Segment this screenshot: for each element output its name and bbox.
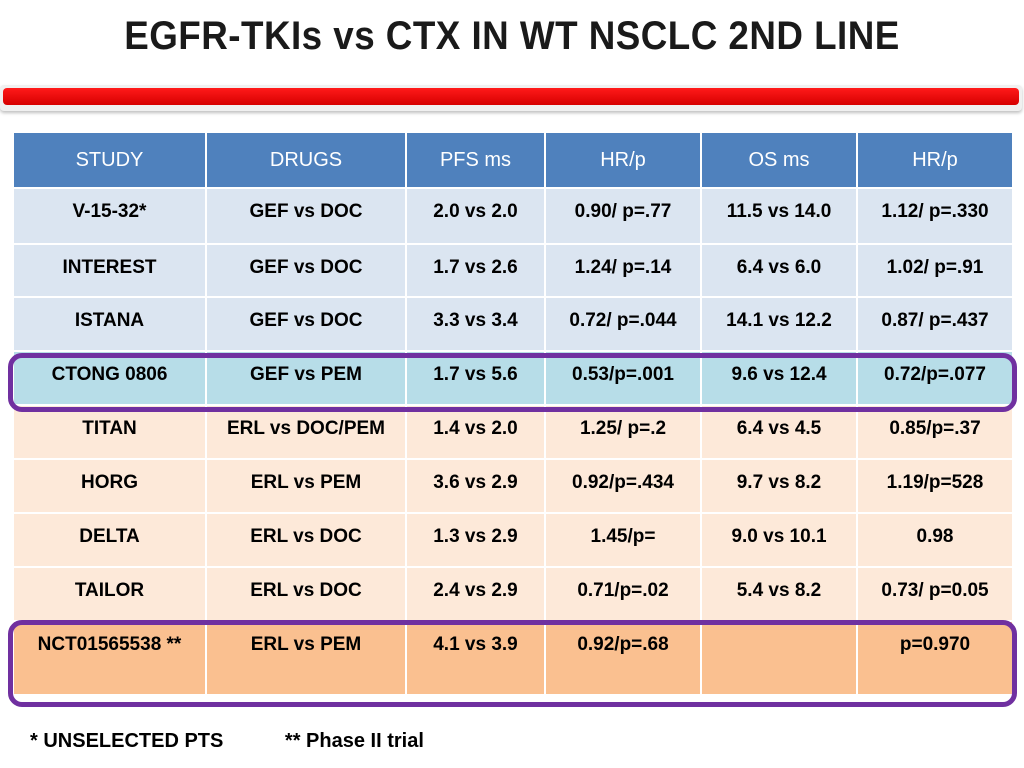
cell-pfs-hr: 1.45/p= (544, 512, 702, 568)
cell-os-hr: p=0.970 (856, 620, 1014, 696)
cell-drugs: ERL vs DOC/PEM (205, 404, 407, 460)
cell-os-hr: 0.73/ p=0.05 (856, 566, 1014, 622)
cell-study: TAILOR (12, 566, 207, 622)
cell-pfs-hr: 0.92/p=.434 (544, 458, 702, 514)
cell-pfs: 1.4 vs 2.0 (405, 404, 546, 460)
cell-pfs-hr: 0.53/p=.001 (544, 350, 702, 406)
cell-drugs: GEF vs PEM (205, 350, 407, 406)
cell-pfs-hr: 1.25/ p=.2 (544, 404, 702, 460)
header-os-hr: HR/p (856, 131, 1014, 189)
table-row: TAILOR ERL vs DOC 2.4 vs 2.9 0.71/p=.02 … (12, 566, 1014, 622)
cell-os: 5.4 vs 8.2 (700, 566, 858, 622)
cell-os: 6.4 vs 4.5 (700, 404, 858, 460)
header-os: OS ms (700, 131, 858, 189)
cell-drugs: ERL vs PEM (205, 458, 407, 514)
cell-os: 6.4 vs 6.0 (700, 243, 858, 298)
cell-os-hr: 0.72/p=.077 (856, 350, 1014, 406)
cell-os-hr: 0.85/p=.37 (856, 404, 1014, 460)
cell-pfs: 2.0 vs 2.0 (405, 187, 546, 245)
cell-study: DELTA (12, 512, 207, 568)
table-row: HORG ERL vs PEM 3.6 vs 2.9 0.92/p=.434 9… (12, 458, 1014, 514)
cell-os: 9.6 vs 12.4 (700, 350, 858, 406)
cell-study: TITAN (12, 404, 207, 460)
results-table: STUDY DRUGS PFS ms HR/p OS ms HR/p V-15-… (12, 131, 1014, 696)
table-header-row: STUDY DRUGS PFS ms HR/p OS ms HR/p (12, 131, 1014, 189)
cell-os: 9.7 vs 8.2 (700, 458, 858, 514)
cell-os-hr: 1.12/ p=.330 (856, 187, 1014, 245)
cell-pfs: 3.3 vs 3.4 (405, 296, 546, 352)
cell-drugs: ERL vs DOC (205, 512, 407, 568)
cell-pfs-hr: 0.72/ p=.044 (544, 296, 702, 352)
footnote-unselected: * UNSELECTED PTS (30, 730, 224, 752)
cell-os: 14.1 vs 12.2 (700, 296, 858, 352)
cell-drugs: ERL vs PEM (205, 620, 407, 696)
slide-title: EGFR-TKIs vs CTX IN WT NSCLC 2ND LINE (124, 14, 900, 58)
cell-pfs: 3.6 vs 2.9 (405, 458, 546, 514)
cell-pfs-hr: 0.92/p=.68 (544, 620, 702, 696)
cell-drugs: GEF vs DOC (205, 187, 407, 245)
cell-pfs: 1.3 vs 2.9 (405, 512, 546, 568)
cell-pfs: 1.7 vs 5.6 (405, 350, 546, 406)
table-row: TITAN ERL vs DOC/PEM 1.4 vs 2.0 1.25/ p=… (12, 404, 1014, 460)
footnote-phase2: ** Phase II trial (284, 730, 424, 752)
cell-drugs: GEF vs DOC (205, 296, 407, 352)
table-row: V-15-32* GEF vs DOC 2.0 vs 2.0 0.90/ p=.… (12, 187, 1014, 245)
header-pfs: PFS ms (405, 131, 546, 189)
table-row: ISTANA GEF vs DOC 3.3 vs 3.4 0.72/ p=.04… (12, 296, 1014, 352)
table-row: DELTA ERL vs DOC 1.3 vs 2.9 1.45/p= 9.0 … (12, 512, 1014, 568)
cell-pfs: 2.4 vs 2.9 (405, 566, 546, 622)
cell-os: 11.5 vs 14.0 (700, 187, 858, 245)
cell-drugs: GEF vs DOC (205, 243, 407, 298)
cell-drugs: ERL vs DOC (205, 566, 407, 622)
table-row-highlighted: CTONG 0806 GEF vs PEM 1.7 vs 5.6 0.53/p=… (12, 350, 1014, 406)
cell-pfs-hr: 0.71/p=.02 (544, 566, 702, 622)
cell-os: 9.0 vs 10.1 (700, 512, 858, 568)
table-row-highlighted: NCT01565538 ** ERL vs PEM 4.1 vs 3.9 0.9… (12, 620, 1014, 696)
cell-os-hr: 0.98 (856, 512, 1014, 568)
title-underline-bar (0, 85, 1022, 111)
cell-os-hr: 0.87/ p=.437 (856, 296, 1014, 352)
cell-study: INTEREST (12, 243, 207, 298)
cell-pfs-hr: 1.24/ p=.14 (544, 243, 702, 298)
header-pfs-hr: HR/p (544, 131, 702, 189)
cell-study: HORG (12, 458, 207, 514)
header-drugs: DRUGS (205, 131, 407, 189)
cell-pfs: 1.7 vs 2.6 (405, 243, 546, 298)
cell-study: NCT01565538 ** (12, 620, 207, 696)
cell-study: ISTANA (12, 296, 207, 352)
cell-os (700, 620, 858, 696)
cell-os-hr: 1.02/ p=.91 (856, 243, 1014, 298)
cell-study: CTONG 0806 (12, 350, 207, 406)
cell-pfs: 4.1 vs 3.9 (405, 620, 546, 696)
table-row: INTEREST GEF vs DOC 1.7 vs 2.6 1.24/ p=.… (12, 243, 1014, 298)
cell-os-hr: 1.19/p=528 (856, 458, 1014, 514)
cell-pfs-hr: 0.90/ p=.77 (544, 187, 702, 245)
footnotes: * UNSELECTED PTS ** Phase II trial (30, 730, 424, 753)
header-study: STUDY (12, 131, 207, 189)
cell-study: V-15-32* (12, 187, 207, 245)
red-accent-bar (3, 88, 1019, 105)
